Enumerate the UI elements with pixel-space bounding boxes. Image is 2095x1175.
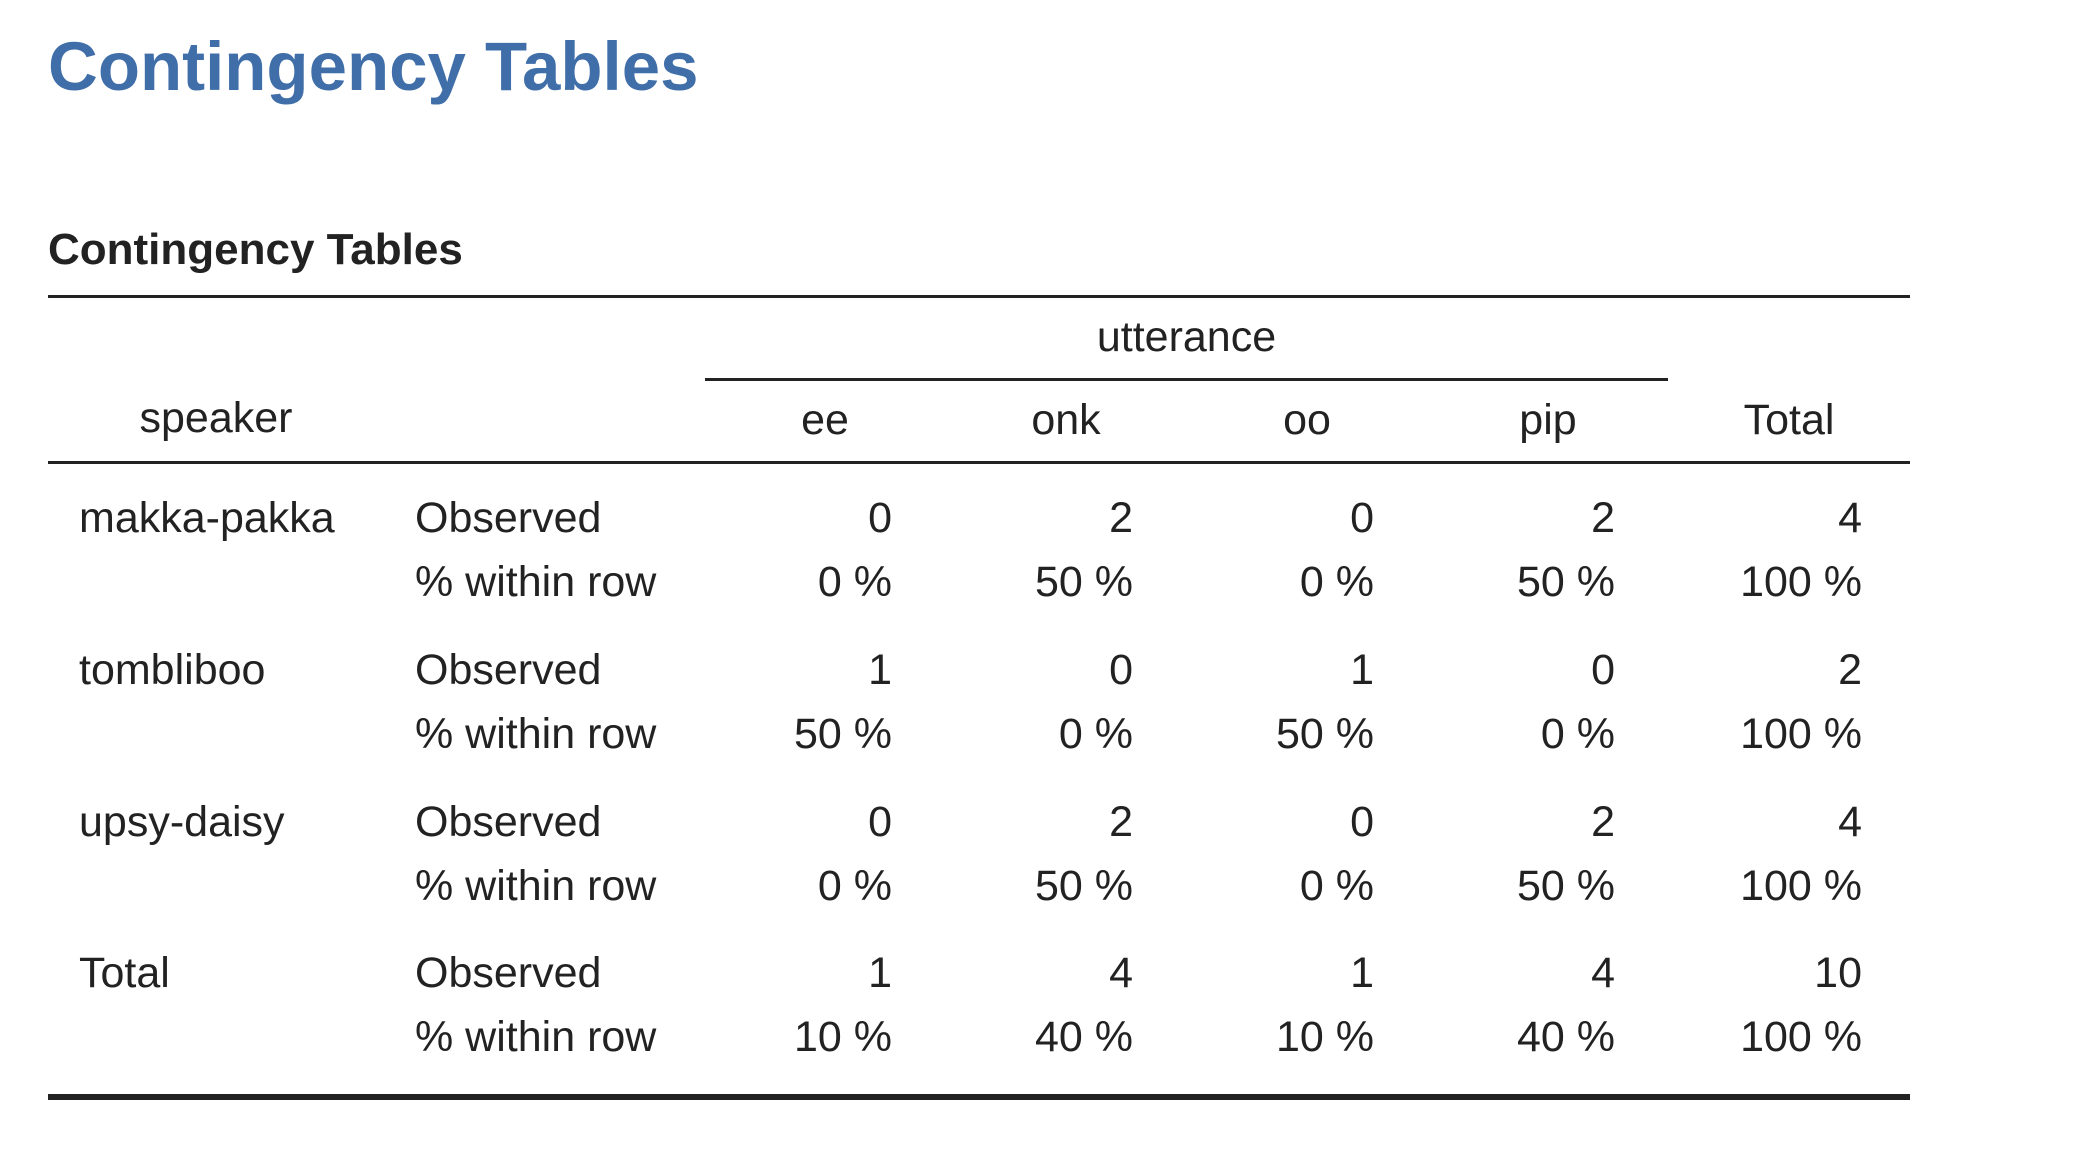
percent-cell: 50 % — [1034, 558, 1133, 606]
percent-cell: 50 % — [1516, 862, 1615, 910]
observed-cell: 1 — [1350, 646, 1374, 694]
percent-cell: 50 % — [1275, 710, 1374, 758]
observed-cell: 1 — [868, 646, 892, 694]
percent-cell: 0 % — [1299, 862, 1374, 910]
row-label-total: Total — [79, 949, 170, 997]
observed-cell: 1 — [868, 949, 892, 997]
observed-cell: 0 — [868, 798, 892, 846]
observed-cell: 0 — [1591, 646, 1615, 694]
percent-cell: 40 % — [1034, 1013, 1133, 1061]
table-title: Contingency Tables — [48, 225, 463, 274]
observed-cell: 1 — [1350, 949, 1374, 997]
observed-cell: 10 — [1814, 949, 1862, 997]
percent-cell: 100 % — [1740, 710, 1862, 758]
row-label-makka-pakka: makka-pakka — [79, 494, 335, 542]
observed-cell: 0 — [1350, 494, 1374, 542]
percent-cell: 100 % — [1740, 862, 1862, 910]
observed-cell: 0 — [1109, 646, 1133, 694]
observed-cell: 4 — [1838, 494, 1862, 542]
column-header-total: Total — [1743, 396, 1835, 444]
observed-cell: 4 — [1591, 949, 1615, 997]
percent-cell: 0 % — [1299, 558, 1374, 606]
percent-cell: 50 % — [1034, 862, 1133, 910]
observed-cell: 4 — [1109, 949, 1133, 997]
percent-cell: 100 % — [1740, 558, 1862, 606]
column-header-oo: oo — [1283, 396, 1331, 444]
observed-cell: 2 — [1591, 798, 1615, 846]
percent-cell: 50 % — [793, 710, 892, 758]
percent-label: % within row — [415, 710, 657, 758]
observed-label: Observed — [415, 949, 602, 997]
percent-cell: 0 % — [1540, 710, 1615, 758]
observed-cell: 2 — [1838, 646, 1862, 694]
percent-label: % within row — [415, 1013, 657, 1061]
observed-cell: 4 — [1838, 798, 1862, 846]
percent-label: % within row — [415, 558, 657, 606]
percent-cell: 10 % — [793, 1013, 892, 1061]
utterance-group-rule — [705, 378, 1668, 381]
row-header-label: speaker — [139, 394, 293, 442]
observed-cell: 0 — [868, 494, 892, 542]
table-top-rule — [48, 295, 1910, 298]
row-label-tombliboo: tombliboo — [79, 646, 266, 694]
percent-cell: 10 % — [1275, 1013, 1374, 1061]
observed-cell: 2 — [1109, 494, 1133, 542]
header-bottom-rule — [48, 461, 1910, 464]
percent-cell: 50 % — [1516, 558, 1615, 606]
observed-cell: 2 — [1109, 798, 1133, 846]
column-header-pip: pip — [1519, 396, 1577, 444]
observed-cell: 0 — [1350, 798, 1374, 846]
column-header-ee: ee — [801, 396, 849, 444]
percent-cell: 40 % — [1516, 1013, 1615, 1061]
observed-label: Observed — [415, 646, 602, 694]
observed-label: Observed — [415, 494, 602, 542]
page-title: Contingency Tables — [48, 28, 699, 105]
observed-label: Observed — [415, 798, 602, 846]
observed-cell: 2 — [1591, 494, 1615, 542]
percent-cell: 0 % — [817, 558, 892, 606]
percent-label: % within row — [415, 862, 657, 910]
percent-cell: 0 % — [817, 862, 892, 910]
table-bottom-rule — [48, 1094, 1910, 1100]
column-header-onk: onk — [1031, 396, 1101, 444]
column-group-label: utterance — [1096, 313, 1277, 361]
percent-cell: 0 % — [1058, 710, 1133, 758]
percent-cell: 100 % — [1740, 1013, 1862, 1061]
row-label-upsy-daisy: upsy-daisy — [79, 798, 285, 846]
